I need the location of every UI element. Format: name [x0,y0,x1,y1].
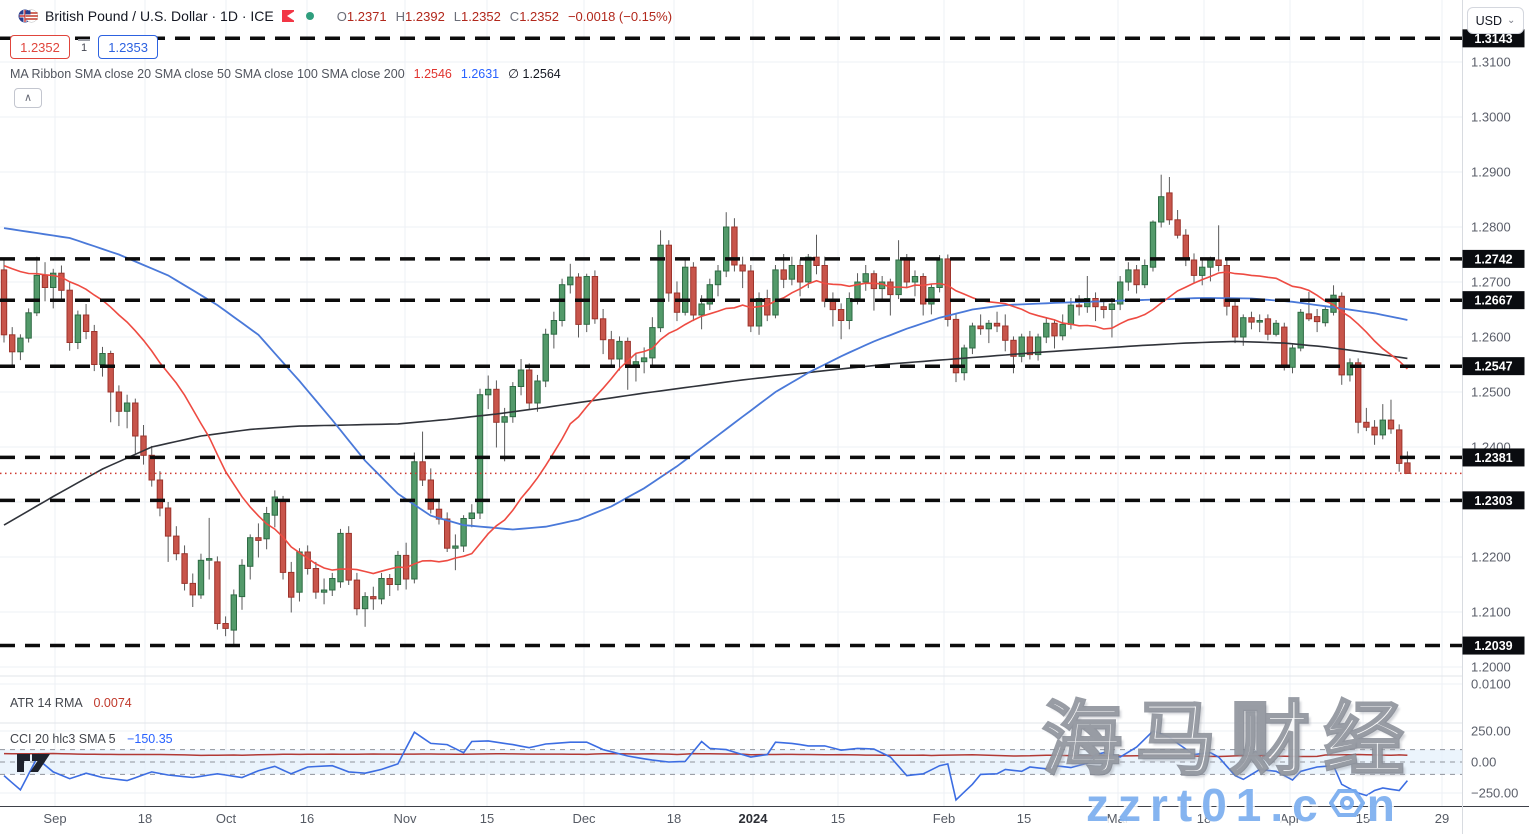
spread-value: 1 [78,38,91,56]
svg-text:1.2900: 1.2900 [1471,165,1511,180]
sell-bid-button[interactable]: 1.2352 [10,35,70,59]
svg-text:1.2700: 1.2700 [1471,275,1511,290]
cci-legend: CCI 20 hlc3 SMA 5 −150.35 [10,732,173,746]
tradingview-logo[interactable] [16,750,52,781]
gbpusd-pair-icon [18,9,38,23]
open-value: 1.2371 [346,8,387,24]
change-value: −0.0018 (−0.15%) [567,8,673,24]
price-level-lines[interactable] [0,36,1462,648]
gridlines [0,0,1462,806]
ma-ribbon-value-2: 1.2631 [460,66,500,81]
svg-text:250.00: 250.00 [1471,724,1511,739]
cci-band [0,749,1462,775]
cci-line [3,730,1409,802]
chevron-up-icon: ∧ [23,92,33,104]
svg-text:1.3000: 1.3000 [1471,110,1511,125]
symbol-legend-row: British Pound / U.S. Dollar · 1D · ICE O… [18,6,672,26]
svg-text:0.0100: 0.0100 [1471,677,1511,692]
time-axis-tick: 15 [1017,811,1031,826]
cci-label[interactable]: CCI 20 hlc3 SMA 5 [10,732,116,746]
time-axis-tick: Nov [393,811,417,826]
svg-text:1.2742: 1.2742 [1474,252,1512,266]
svg-text:1.2667: 1.2667 [1474,294,1512,308]
close-value: 1.2352 [519,8,559,24]
candles-layer [0,174,1411,647]
svg-text:1.2500: 1.2500 [1471,385,1511,400]
time-axis-tick: 16 [300,811,314,826]
high-value: 1.2392 [405,8,445,24]
low-value: 1.2352 [461,8,501,24]
svg-text:1.2381: 1.2381 [1474,451,1512,465]
ma-ribbon-label[interactable]: MA Ribbon SMA close 20 SMA close 50 SMA … [10,66,405,81]
sma-200-line [3,340,1408,526]
red-flag-icon [281,10,294,22]
sma-50-line [3,227,1408,531]
currency-label: USD [1475,13,1502,28]
ma-ribbon-legend: MA Ribbon SMA close 20 SMA close 50 SMA … [10,66,561,82]
time-axis-tick: Oct [216,811,237,826]
svg-text:0.00: 0.00 [1471,755,1496,770]
level-price-label [1462,357,1525,376]
ohlc-readout: O1.2371 H1.2392 L1.2352 C1.2352 −0.0018 … [336,8,673,24]
time-axis-tick: Apr [1280,811,1301,826]
level-price-label [1462,448,1525,467]
price-scale[interactable]: 1.3100 1.3000 1.2900 1.2800 1.2700 1.2600 1.25… [1462,0,1529,834]
svg-text:1.2200: 1.2200 [1471,550,1511,565]
time-axis-tick: 18 [1197,811,1211,826]
bid-ask-row: 1.2352 1 1.2353 [10,35,159,59]
time-axis-tick: 18 [667,811,681,826]
time-axis-tick: 15 [1356,811,1370,826]
svg-text:−250.00: −250.00 [1471,786,1518,801]
svg-text:1.2000: 1.2000 [1471,660,1511,675]
time-axis-tick: 2024 [739,811,769,826]
svg-text:1.3143: 1.3143 [1474,32,1512,46]
time-axis-tick: Feb [933,811,955,826]
svg-text:1.2039: 1.2039 [1474,639,1512,653]
time-axis-tick: Sep [43,811,66,826]
time-axis-tick: 18 [138,811,152,826]
svg-text:1.2600: 1.2600 [1471,330,1511,345]
buy-ask-button[interactable]: 1.2353 [98,35,159,59]
time-axis-tick: 15 [831,811,845,826]
time-axis-tick: Dec [572,811,596,826]
cci-value: −150.35 [127,732,173,746]
time-axis-tick: 29 [1435,811,1449,826]
ma-ribbon-value-1: 1.2546 [413,66,452,81]
svg-text:1.2547: 1.2547 [1474,360,1512,374]
atr-value: 0.0074 [93,696,132,710]
atr-line [3,752,1408,758]
time-axis-tick: Mar [1107,811,1130,826]
svg-text:1.2303: 1.2303 [1474,494,1512,508]
svg-text:1.2800: 1.2800 [1471,220,1511,235]
level-price-label [1462,249,1525,268]
level-price-label [1462,636,1525,655]
symbol-title[interactable]: British Pound / U.S. Dollar · 1D · ICE [45,8,274,24]
ma-ribbon-average: ∅ 1.2564 [508,67,561,81]
svg-text:1.2100: 1.2100 [1471,605,1511,620]
atr-label[interactable]: ATR 14 RMA [10,696,83,710]
collapse-legend-button[interactable]: ∧ [14,88,42,108]
currency-dropdown[interactable]: USD ⌄ [1467,7,1524,34]
market-status-icon [305,12,314,20]
level-price-label [1462,291,1525,310]
time-axis[interactable]: Sep 18 Oct 16 Nov 15 Dec 18 2024 15 Feb 15 Mar 18 Apr 1… [0,806,1529,834]
chevron-down-icon: ⌄ [1507,15,1516,26]
sma-20-line [3,264,1408,575]
level-price-label [1462,491,1525,510]
atr-legend: ATR 14 RMA 0.0074 [10,696,132,710]
svg-text:1.3100: 1.3100 [1471,55,1511,70]
time-axis-tick: 15 [480,811,494,826]
